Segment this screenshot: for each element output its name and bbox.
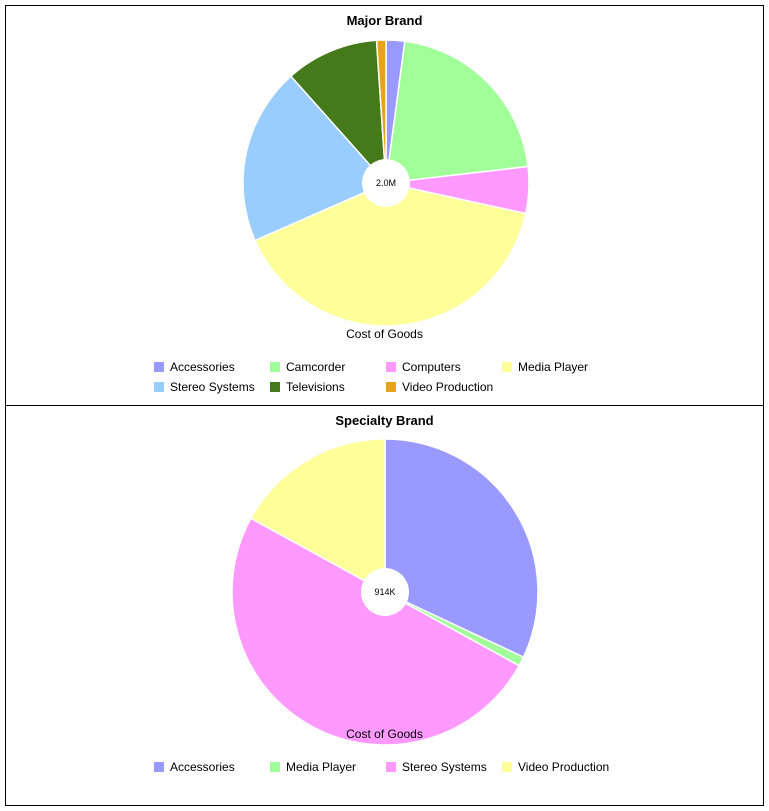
legend-label: Accessories: [170, 760, 235, 774]
pie-slice-video-production[interactable]: [249, 438, 386, 594]
legend-item-televisions[interactable]: Televisions: [270, 379, 345, 395]
legend-label: Video Production: [518, 760, 610, 774]
legend-item-media-player[interactable]: Media Player: [270, 759, 356, 775]
chart-title: Major Brand: [346, 13, 423, 28]
pie-slice-stereo-systems[interactable]: [242, 75, 388, 242]
pie-slice-accessories[interactable]: [384, 438, 539, 659]
legend-label: Accessories: [170, 360, 235, 374]
legend-label: Video Production: [402, 380, 494, 394]
chart-title: Specialty Brand: [335, 413, 434, 428]
pie-center-total-label: 2.0M: [376, 178, 396, 188]
pie-slice-media-player[interactable]: [254, 182, 527, 327]
legend-item-accessories[interactable]: Accessories: [154, 359, 235, 375]
legend-item-video-production[interactable]: Video Production: [502, 759, 609, 775]
pie-center-hole: [362, 159, 410, 207]
pie-slice-televisions[interactable]: [289, 39, 387, 186]
legend-swatch: [270, 382, 280, 392]
pie-slice-stereo-systems[interactable]: [231, 517, 521, 746]
legend-swatch: [270, 362, 280, 372]
legend-swatch: [386, 382, 396, 392]
pie-chart-specialty-brand: 914K: [231, 438, 539, 746]
legend-label: Stereo Systems: [402, 760, 487, 774]
legend-swatch: [154, 382, 164, 392]
legend-label: Computers: [402, 360, 461, 374]
legend-item-video-production[interactable]: Video Production: [386, 379, 493, 395]
legend-swatch: [386, 362, 396, 372]
pie-slice-camcorder[interactable]: [385, 40, 529, 184]
legend-swatch: [154, 762, 164, 772]
legend-item-accessories[interactable]: Accessories: [154, 759, 235, 775]
legend-label: Televisions: [286, 380, 345, 394]
pie-chart-major-brand: 2.0M: [242, 39, 530, 327]
legend-swatch: [386, 762, 396, 772]
pie-center-total-label: 914K: [374, 587, 395, 597]
legend-item-camcorder[interactable]: Camcorder: [270, 359, 345, 375]
legend-label: Media Player: [518, 360, 589, 374]
chart-caption: Cost of Goods: [346, 327, 423, 341]
legend-item-stereo-systems[interactable]: Stereo Systems: [154, 379, 255, 395]
specialty-brand-panel: Specialty Brand 914K Cost of Goods Acces…: [5, 405, 764, 806]
legend-label: Camcorder: [286, 360, 346, 374]
major-brand-panel: Major Brand 2.0M Cost of Goods Accessori…: [5, 5, 764, 406]
pie-slice-video-production[interactable]: [375, 39, 387, 184]
legend-label: Stereo Systems: [170, 380, 255, 394]
legend-swatch: [154, 362, 164, 372]
legend-swatch: [502, 362, 512, 372]
legend-item-stereo-systems[interactable]: Stereo Systems: [386, 759, 487, 775]
legend-item-media-player[interactable]: Media Player: [502, 359, 588, 375]
pie-center-hole: [361, 568, 409, 616]
legend-item-computers[interactable]: Computers: [386, 359, 461, 375]
legend-swatch: [502, 762, 512, 772]
legend-swatch: [270, 762, 280, 772]
legend-label: Media Player: [286, 760, 357, 774]
chart-caption: Cost of Goods: [346, 727, 423, 741]
